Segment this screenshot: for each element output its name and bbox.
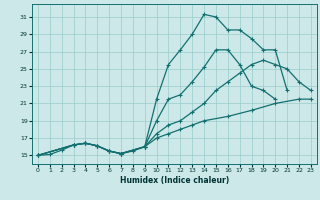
X-axis label: Humidex (Indice chaleur): Humidex (Indice chaleur)	[120, 176, 229, 185]
